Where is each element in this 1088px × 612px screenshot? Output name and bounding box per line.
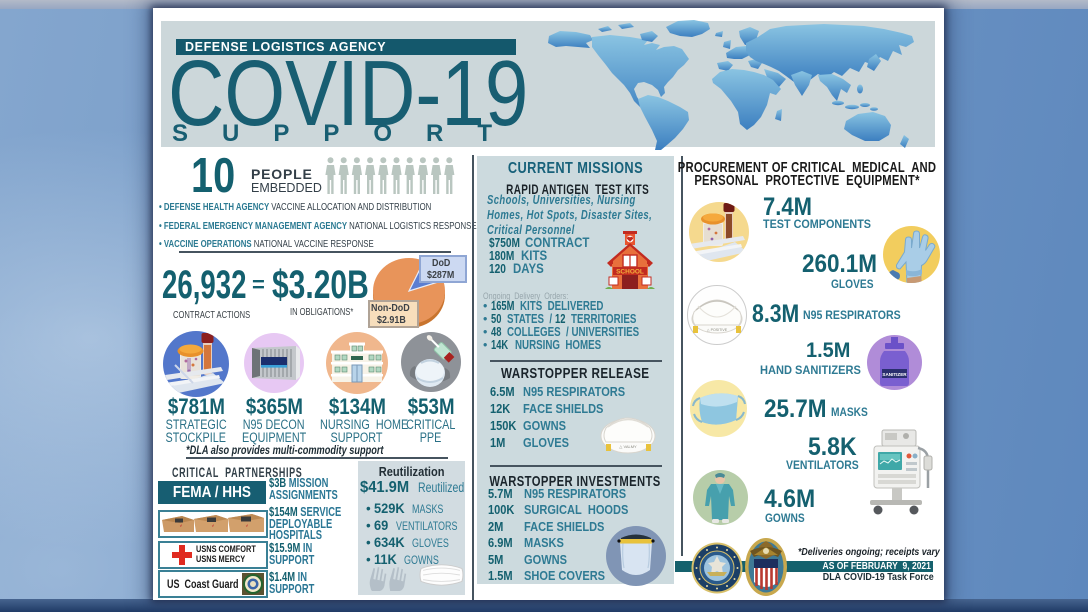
svg-text:△ POSITIVE: △ POSITIVE: [707, 328, 728, 332]
svg-text:△ VALMY: △ VALMY: [619, 444, 637, 449]
svg-text:SANITIZER: SANITIZER: [882, 372, 907, 377]
svg-text:SCHOOL: SCHOOL: [616, 269, 644, 276]
